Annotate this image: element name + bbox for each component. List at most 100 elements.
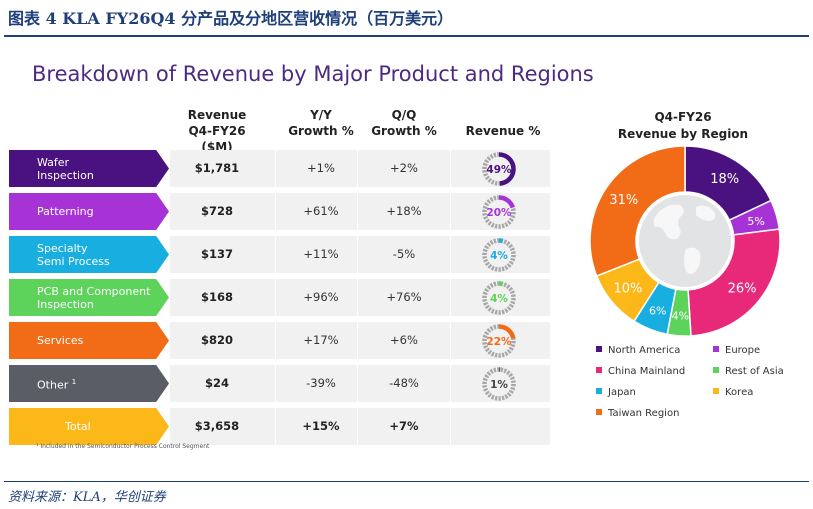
- pie-label-north-america: 18%: [710, 172, 739, 187]
- product-label-line: Inspection: [37, 297, 94, 311]
- table-row-bg: [170, 150, 550, 187]
- legend-item-korea: Korea: [713, 387, 753, 398]
- col-head-revenue: Revenue Q4-FY26 ($M): [178, 107, 256, 155]
- product-label-total: Total: [9, 408, 169, 445]
- product-label-line: Inspection: [37, 168, 94, 182]
- legend-label: Europe: [725, 345, 761, 356]
- region-chart-title-line1: Q4-FY26: [654, 110, 712, 124]
- cell-separator: [357, 236, 358, 273]
- cell-separator: [275, 150, 276, 187]
- product-label-services: Services: [9, 322, 169, 359]
- cell-separator: [450, 279, 451, 316]
- cell-separator: [275, 236, 276, 273]
- col-head-yy-line2: Growth %: [288, 124, 354, 138]
- col-head-revenue-line1: Revenue: [187, 108, 247, 122]
- ring-fill: [482, 323, 516, 358]
- ring-fill: [482, 194, 516, 229]
- cell-separator: [275, 365, 276, 402]
- product-label-line: Other 1: [37, 377, 77, 392]
- cell-separator: [450, 150, 451, 187]
- pie-label-china-mainland: 26%: [728, 282, 757, 297]
- cell-separator: [450, 236, 451, 273]
- legend-swatch: [713, 388, 719, 394]
- yy-growth-cell: -39%: [306, 376, 336, 390]
- legend-label: China Mainland: [608, 366, 686, 377]
- revenue-share-ring: 4%: [482, 280, 516, 315]
- product-label-text: Wafer Inspection: [37, 156, 94, 182]
- table-row-bg: [170, 236, 550, 273]
- qq-growth-cell: +76%: [386, 290, 422, 304]
- legend-swatch: [713, 367, 719, 373]
- pie-label-japan: 6%: [649, 304, 666, 317]
- revenue-share-ring: 1%: [482, 366, 516, 401]
- table-row-bg: [170, 279, 550, 316]
- legend-swatch: [596, 409, 602, 415]
- revenue-cell: $1,781: [194, 161, 240, 175]
- legend-label: Taiwan Region: [608, 408, 680, 419]
- product-label-specialty-semi-process: Specialty Semi Process: [9, 236, 169, 273]
- cell-separator: [357, 150, 358, 187]
- qq-growth-cell: +18%: [386, 204, 422, 218]
- table-row-bg: [170, 365, 550, 402]
- col-head-yy: Y/Y Growth %: [282, 107, 360, 139]
- yy-growth-cell: +11%: [303, 247, 339, 261]
- legend-swatch: [596, 367, 602, 373]
- ring-fill: [482, 280, 516, 315]
- total-row-bg: [170, 408, 550, 445]
- total-revenue-cell: $3,658: [194, 419, 240, 433]
- total-label-text: Total: [65, 420, 91, 433]
- figure-caption: 图表 4 KLA FY26Q4 分产品及分地区营收情况（百万美元）: [8, 9, 454, 28]
- pie-slice-china-mainland: [687, 228, 780, 337]
- region-chart-title-line2: Revenue by Region: [617, 127, 749, 141]
- legend-swatch: [713, 346, 719, 352]
- total-qq-growth-cell: +7%: [389, 419, 419, 433]
- legend-label: North America: [608, 345, 681, 356]
- ring-percent-label: 1%: [490, 379, 508, 391]
- region-donut-chart: 18% 5% 26% 4% 6% 10% 31%: [590, 145, 780, 337]
- pie-slice-taiwan-region: [590, 145, 686, 277]
- legend-item-japan: Japan: [596, 387, 636, 398]
- pie-label-korea: 10%: [614, 282, 643, 297]
- product-label-pcb-component-inspection: PCB and Component Inspection: [9, 279, 169, 316]
- cell-separator: [275, 408, 276, 445]
- yy-growth-cell: +1%: [307, 161, 335, 175]
- cell-separator: [357, 193, 358, 230]
- product-label-text: PCB and Component Inspection: [37, 285, 150, 311]
- bottom-rule: [4, 481, 809, 482]
- slide-title: Breakdown of Revenue by Major Product an…: [32, 62, 594, 86]
- top-rule: [4, 35, 809, 37]
- product-label-text: Specialty Semi Process: [37, 242, 110, 268]
- footnote: ¹ Included in the Semiconductor Process …: [36, 443, 210, 450]
- globe-icon: [639, 195, 731, 287]
- footnote-marker: 1: [71, 377, 77, 386]
- total-yy-growth-cell: +15%: [302, 419, 340, 433]
- product-label-text: Patterning: [37, 205, 94, 218]
- ring-percent-label: 4%: [490, 250, 508, 262]
- ring-fill: [482, 366, 516, 401]
- cell-separator: [275, 322, 276, 359]
- table-row-bg: [170, 193, 550, 230]
- qq-growth-cell: -5%: [392, 247, 416, 261]
- yy-growth-cell: +17%: [303, 333, 339, 347]
- pie-label-taiwan-region: 31%: [609, 193, 638, 208]
- pie-label-europe: 5%: [747, 215, 764, 228]
- table-row-bg: [170, 322, 550, 359]
- revenue-cell: $820: [200, 333, 233, 347]
- product-label-wafer-inspection: Wafer Inspection: [9, 150, 169, 187]
- product-label-line: Semi Process: [37, 254, 110, 268]
- ring-percent-label: 20%: [486, 207, 512, 219]
- revenue-share-ring: 4%: [482, 237, 516, 272]
- qq-growth-cell: -48%: [389, 376, 419, 390]
- col-head-qq-line1: Q/Q: [391, 108, 417, 122]
- product-label-patterning: Patterning: [9, 193, 169, 230]
- ring-fill: [482, 151, 516, 186]
- cell-separator: [357, 322, 358, 359]
- legend-swatch: [596, 388, 602, 394]
- cell-separator: [450, 408, 451, 445]
- legend-item-north-america: North America: [596, 345, 680, 356]
- yy-growth-cell: +61%: [303, 204, 339, 218]
- cell-separator: [357, 365, 358, 402]
- product-label-line: Specialty: [37, 241, 88, 255]
- ring-percent-label: 4%: [490, 293, 508, 305]
- region-chart-title: Q4-FY26 Revenue by Region: [598, 109, 768, 143]
